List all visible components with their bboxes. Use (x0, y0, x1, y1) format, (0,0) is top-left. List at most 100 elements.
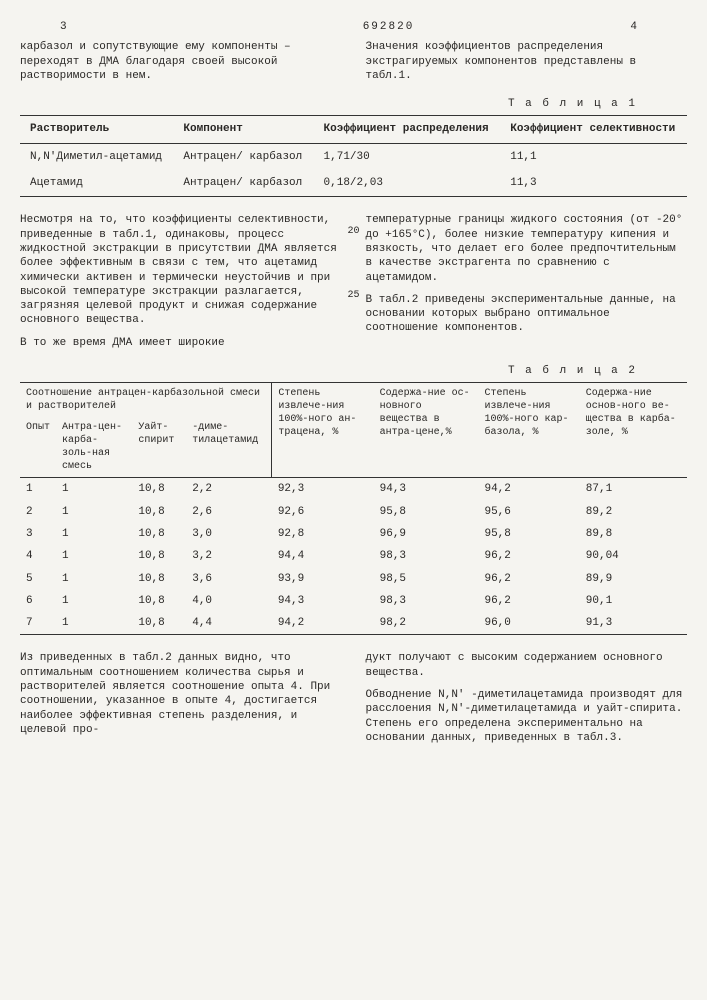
table-cell: 3 (20, 523, 56, 545)
table-cell: 2 (20, 501, 56, 523)
table-cell: 96,2 (478, 545, 579, 567)
page-num-left: 3 (60, 20, 67, 34)
table-row: АцетамидАнтрацен/ карбазол0,18/2,0311,3 (20, 170, 687, 197)
table-cell: 10,8 (132, 568, 186, 590)
table-cell: 96,2 (478, 568, 579, 590)
table-cell: 10,8 (132, 501, 186, 523)
table-cell: 10,8 (132, 523, 186, 545)
table-cell: 1 (56, 478, 132, 501)
table-cell: 10,8 (132, 478, 186, 501)
t2-h2: Уайт-спирит (132, 417, 186, 478)
mid-right-p1: температурные границы жидкого состояния … (366, 213, 688, 284)
end-right-p1: дукт получают с высоким содержанием осно… (366, 651, 688, 680)
table-cell: 6 (20, 590, 56, 612)
table-cell: 96,9 (374, 523, 479, 545)
end-right-p2: Обводнение N,N' -диметилацетамида произв… (366, 688, 688, 745)
table-cell: 89,8 (580, 523, 687, 545)
mid-left-p2: В то же время ДМА имеет широкие (20, 336, 342, 350)
table-cell: 3,0 (186, 523, 272, 545)
page-header: 3 692820 4 (20, 20, 687, 34)
table1-header: Коэффициент селективности (500, 116, 687, 143)
line-marker-20: 20 (348, 225, 360, 238)
table-cell: 10,8 (132, 612, 186, 635)
table-cell: 3,2 (186, 545, 272, 567)
table-cell: 4,4 (186, 612, 272, 635)
intro-columns: карбазол и сопутствующие ему компоненты … (20, 38, 687, 91)
table-cell: Ацетамид (20, 170, 173, 197)
table-cell: 95,8 (478, 523, 579, 545)
table-cell: Антрацен/ карбазол (173, 143, 313, 170)
table-cell: N,N'Диметил-ацетамид (20, 143, 173, 170)
table-cell: 1 (20, 478, 56, 501)
table-cell: 89,9 (580, 568, 687, 590)
table-cell: 87,1 (580, 478, 687, 501)
table-cell: 1 (56, 612, 132, 635)
table-cell: 5 (20, 568, 56, 590)
table-row: 6110,84,094,398,396,290,1 (20, 590, 687, 612)
table-row: 4110,83,294,498,396,290,04 (20, 545, 687, 567)
table-cell: 0,18/2,03 (314, 170, 501, 197)
table-cell: 95,6 (478, 501, 579, 523)
table-cell: 1 (56, 523, 132, 545)
table-cell: 10,8 (132, 545, 186, 567)
line-marker-25: 25 (348, 289, 360, 302)
table-cell: 92,3 (272, 478, 374, 501)
mid-columns: Несмотря на то, что коэффициенты селекти… (20, 211, 687, 358)
table-cell: 1 (56, 568, 132, 590)
table-row: 5110,83,693,998,596,289,9 (20, 568, 687, 590)
table-cell: 11,3 (500, 170, 687, 197)
table-cell: 1 (56, 545, 132, 567)
table2-label: Т а б л и ц а 2 (20, 364, 637, 378)
table2: Соотношение антрацен-карбазольной смеси … (20, 382, 687, 635)
table-cell: 98,3 (374, 545, 479, 567)
table2-group-head: Соотношение антрацен-карбазольной смеси … (20, 383, 272, 418)
mid-right-p2: В табл.2 приведены экспериментальные дан… (366, 293, 688, 336)
table-cell: 1,71/30 (314, 143, 501, 170)
t2-h4: Степень извлече-ния 100%-ного ан-трацена… (272, 383, 374, 478)
table-cell: 94,2 (478, 478, 579, 501)
table-cell: 95,8 (374, 501, 479, 523)
table-cell: 89,2 (580, 501, 687, 523)
table1-header: Компонент (173, 116, 313, 143)
t2-h0: Опыт (20, 417, 56, 478)
table-cell: 4,0 (186, 590, 272, 612)
page-num-right: 4 (630, 20, 637, 34)
table-row: 3110,83,092,896,995,889,8 (20, 523, 687, 545)
t2-h3: -диме-тилацетамид (186, 417, 272, 478)
table-cell: 93,9 (272, 568, 374, 590)
table1-header: Коэффициент распределения (314, 116, 501, 143)
table1-label: Т а б л и ц а 1 (20, 97, 637, 111)
t2-h7: Содержа-ние основ-ного ве-щества в карба… (580, 383, 687, 478)
end-left: Из приведенных в табл.2 данных видно, чт… (20, 651, 342, 737)
table-row: N,N'Диметил-ацетамидАнтрацен/ карбазол1,… (20, 143, 687, 170)
table-cell: 98,2 (374, 612, 479, 635)
mid-left-p1: Несмотря на то, что коэффициенты селекти… (20, 213, 342, 327)
table-cell: 90,1 (580, 590, 687, 612)
intro-right: Значения коэффициентов распределения экс… (366, 40, 688, 83)
table1: РастворительКомпонентКоэффициент распред… (20, 115, 687, 197)
table-cell: 11,1 (500, 143, 687, 170)
table-row: 2110,82,692,695,895,689,2 (20, 501, 687, 523)
table-cell: 98,3 (374, 590, 479, 612)
t2-h1: Антра-цен-карба-золь-ная смесь (56, 417, 132, 478)
t2-h6: Степень извлече-ния 100%-ного кар-базола… (478, 383, 579, 478)
table-cell: 90,04 (580, 545, 687, 567)
table-cell: 96,2 (478, 590, 579, 612)
table-cell: 92,8 (272, 523, 374, 545)
table-cell: 10,8 (132, 590, 186, 612)
table-cell: 94,2 (272, 612, 374, 635)
table-cell: 98,5 (374, 568, 479, 590)
table-cell: Антрацен/ карбазол (173, 170, 313, 197)
table-cell: 2,6 (186, 501, 272, 523)
table-cell: 94,4 (272, 545, 374, 567)
table-cell: 7 (20, 612, 56, 635)
table-cell: 92,6 (272, 501, 374, 523)
table-cell: 4 (20, 545, 56, 567)
table-cell: 1 (56, 501, 132, 523)
intro-left: карбазол и сопутствующие ему компоненты … (20, 40, 342, 83)
end-columns: Из приведенных в табл.2 данных видно, чт… (20, 649, 687, 753)
table-cell: 1 (56, 590, 132, 612)
table-cell: 91,3 (580, 612, 687, 635)
table-cell: 2,2 (186, 478, 272, 501)
table-row: 1110,82,292,394,394,287,1 (20, 478, 687, 501)
